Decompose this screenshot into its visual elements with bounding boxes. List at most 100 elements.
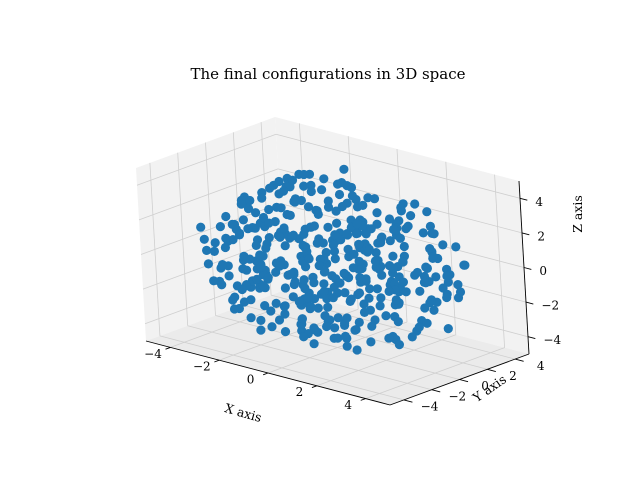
- scatter-point: [221, 233, 231, 243]
- scatter-point: [335, 278, 345, 288]
- scatter-point: [313, 209, 323, 219]
- scatter-point: [388, 263, 398, 273]
- scatter-point: [422, 318, 432, 328]
- scatter-point: [350, 325, 360, 335]
- scatter-point: [313, 303, 323, 313]
- scatter-point: [339, 268, 349, 278]
- scatter-point: [429, 305, 439, 315]
- scatter-point: [438, 283, 448, 293]
- scatter-point: [320, 266, 330, 276]
- scatter-point: [209, 246, 219, 256]
- scatter-point: [354, 256, 364, 266]
- scatter-point: [352, 219, 362, 229]
- scatter-point: [396, 202, 406, 213]
- scatter-point: [425, 221, 435, 231]
- x-tick-mark: [262, 372, 269, 376]
- scatter-point: [265, 183, 275, 193]
- y-tick-label: −2: [448, 389, 466, 403]
- scatter-point: [401, 287, 411, 297]
- scatter-point: [406, 211, 416, 221]
- z-tick-mark: [523, 267, 532, 270]
- scatter-point: [285, 269, 296, 279]
- scatter-point: [256, 315, 266, 325]
- scatter-point: [237, 284, 247, 295]
- scatter-point: [304, 254, 314, 264]
- scatter-point: [215, 222, 225, 232]
- scatter-point: [426, 295, 437, 305]
- y-tick-mark: [514, 358, 524, 362]
- scatter-point: [306, 222, 316, 232]
- scatter-point: [209, 276, 219, 286]
- scatter-point: [256, 325, 266, 335]
- scatter-point: [330, 230, 340, 240]
- y-tick-label: 4: [537, 359, 545, 373]
- scatter-point: [243, 224, 253, 234]
- y-tick-mark: [459, 379, 469, 383]
- z-tick-label: 0: [539, 264, 547, 278]
- scatter-point: [346, 294, 356, 304]
- scatter-point: [275, 232, 285, 242]
- scatter-point: [309, 278, 319, 288]
- x-axis-label: X axis: [223, 400, 263, 425]
- scatter-point: [280, 241, 290, 251]
- scatter-point: [280, 327, 291, 337]
- scatter-point: [442, 292, 452, 303]
- z-tick-label: 2: [537, 229, 545, 243]
- scatter-point: [272, 202, 282, 212]
- scatter-point: [258, 281, 268, 291]
- gridline: [494, 174, 505, 348]
- x-tick-mark: [311, 385, 317, 389]
- scatter-point: [334, 189, 345, 200]
- y-tick-mark: [403, 399, 413, 403]
- scatter-point: [328, 293, 338, 303]
- scatter-point: [388, 251, 398, 261]
- scatter-point: [274, 176, 284, 187]
- x-tick-label: −2: [193, 360, 211, 374]
- gridline: [316, 334, 456, 387]
- y-tick-label: 0: [481, 379, 489, 393]
- scatter-point: [384, 333, 394, 343]
- scatter-point: [333, 313, 343, 323]
- scatter-point: [342, 341, 352, 351]
- scatter-point: [340, 331, 350, 341]
- x-tick-mark: [360, 398, 366, 401]
- scatter-point: [279, 301, 289, 311]
- scatter-point: [431, 272, 441, 282]
- scatter-point: [310, 325, 320, 335]
- scatter-point: [438, 240, 448, 250]
- scatter-point: [274, 189, 284, 199]
- scatter-point: [330, 254, 340, 264]
- scatter-point: [455, 287, 466, 297]
- scatter-point: [279, 223, 289, 233]
- scatter-point: [342, 229, 352, 239]
- scatter-point: [322, 321, 332, 332]
- scatter-point: [299, 275, 309, 285]
- scatter-point: [422, 207, 432, 217]
- z-tick-mark: [525, 301, 534, 305]
- scatter-point: [453, 280, 463, 290]
- scatter-point: [227, 219, 237, 229]
- scatter-point: [339, 164, 349, 174]
- gridline: [365, 347, 505, 399]
- scatter-point: [351, 229, 361, 239]
- scatter-point: [323, 202, 334, 212]
- scatter-point: [342, 181, 352, 191]
- scatter-point: [267, 322, 277, 332]
- scatter-point: [221, 211, 231, 222]
- z-tick-mark: [519, 197, 528, 201]
- scatter-point: [442, 271, 452, 281]
- scatter-point: [203, 259, 213, 269]
- scatter-point: [236, 199, 246, 209]
- scatter-point: [287, 231, 297, 241]
- scatter-point: [403, 221, 413, 231]
- scatter-point: [359, 307, 370, 317]
- z-tick-label: −4: [543, 333, 561, 347]
- scatter-point: [280, 283, 290, 293]
- y-tick-mark: [431, 389, 441, 393]
- scatter-point: [375, 301, 385, 311]
- scatter-point: [202, 245, 212, 255]
- x-tick-mark: [214, 359, 220, 363]
- scatter-point: [210, 238, 220, 248]
- scatter-point: [370, 256, 380, 266]
